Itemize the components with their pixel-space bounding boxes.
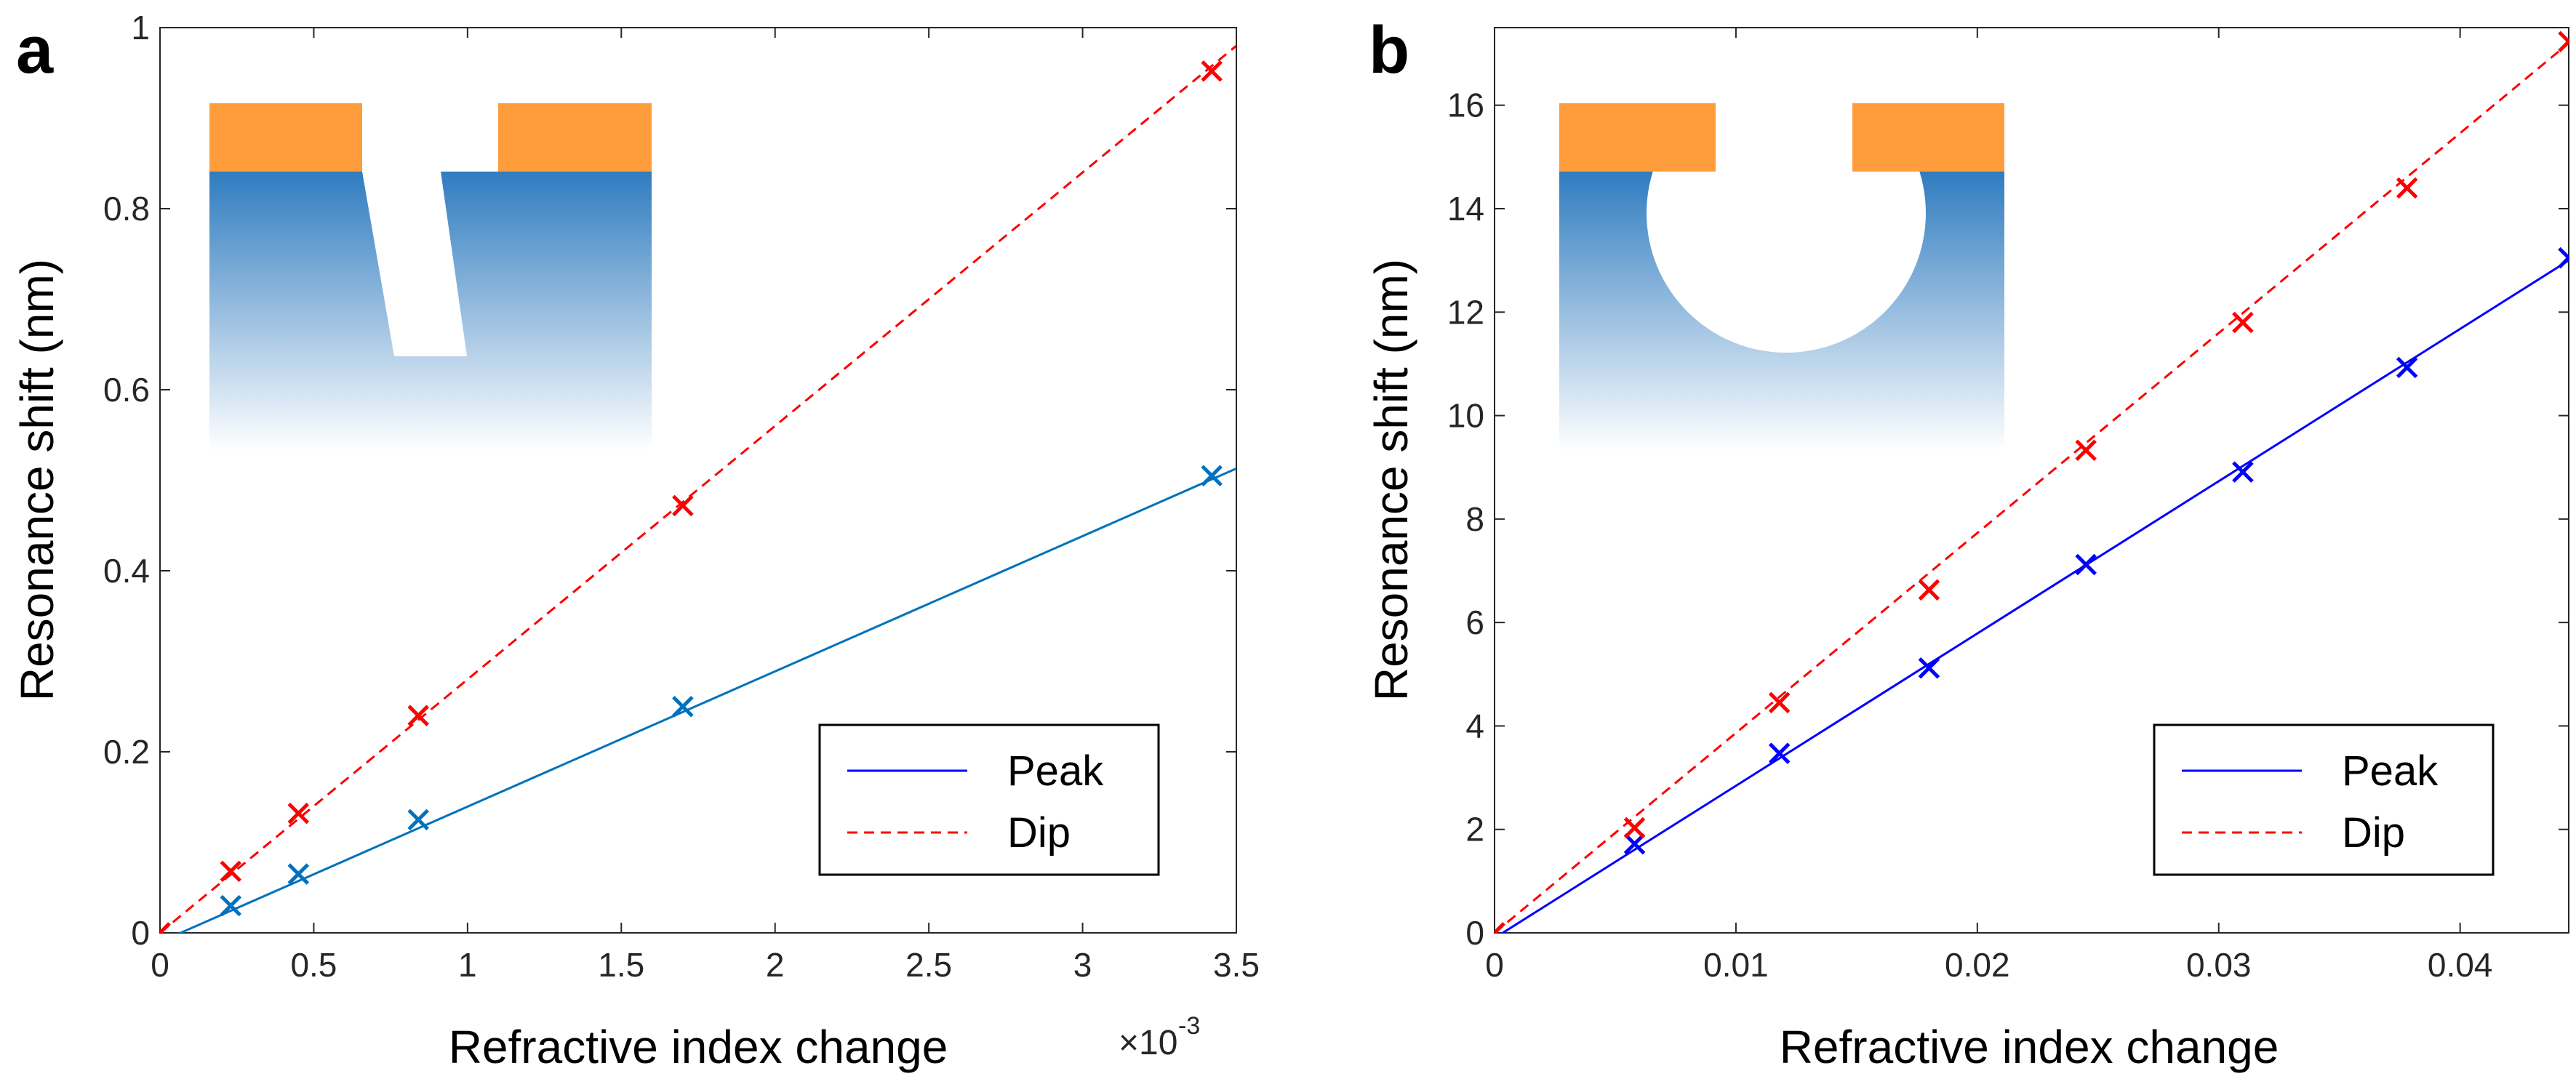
- x-tick-label-a: 1: [458, 946, 477, 984]
- peak-point-b: [2396, 356, 2418, 379]
- x-tick-label-a: 1.5: [598, 946, 644, 984]
- inset-b-gold-right: [1852, 103, 2004, 172]
- y-tick-label-a: 0.4: [103, 552, 150, 590]
- peak-point-b: [2558, 246, 2569, 269]
- dip-point-b: [1495, 922, 1505, 933]
- dip-point-a: [287, 802, 310, 825]
- inset-a-groove: [362, 172, 467, 356]
- peak-point-b: [1623, 833, 1646, 855]
- ticks-a: 0 0.5 1 1.5 2 2.5 3 3.5 0 0.2 0.4 0.6 0.8 1: [103, 9, 1260, 984]
- dip-point-a: [1201, 60, 1223, 82]
- dip-point-b: [2075, 439, 2097, 462]
- x-tick-label-a: 0: [151, 946, 169, 984]
- inset-a-gold-left: [209, 103, 362, 172]
- x-tick-label-a: 3: [1073, 946, 1092, 984]
- peak-point-a: [220, 894, 242, 917]
- y-tick-label-a: 0.2: [103, 733, 150, 771]
- x-tick-label-b: 0: [1485, 946, 1504, 984]
- x-tick-label-a: 2: [766, 946, 785, 984]
- dip-point-b: [1918, 579, 1940, 601]
- x-multiplier-a-exp: -3: [1178, 1012, 1200, 1040]
- dip-point-b: [2558, 31, 2569, 52]
- y-tick-label-b: 16: [1447, 87, 1484, 124]
- plot-area-a: [160, 44, 1236, 933]
- peak-fit-line-a: [177, 467, 1236, 933]
- x-tick-label-b: 0.03: [2186, 946, 2252, 984]
- dip-point-a: [220, 860, 242, 883]
- y-tick-label-b: 2: [1465, 811, 1484, 849]
- y-tick-label-b: 8: [1465, 500, 1484, 538]
- y-tick-label-a: 0: [131, 914, 150, 952]
- y-tick-label-b: 6: [1465, 603, 1484, 641]
- y-tick-label-a: 0.8: [103, 190, 150, 228]
- legend-a-box: [818, 723, 1160, 876]
- y-tick-label-b: 4: [1465, 707, 1484, 745]
- peak-point-a: [672, 695, 694, 718]
- inset-a-gold-right: [498, 103, 652, 172]
- plot-frame-a: [159, 27, 1237, 934]
- y-tick-label-a: 0.6: [103, 371, 150, 409]
- legend-b: Peak Dip: [2153, 723, 2495, 876]
- panel-b: b 0 0.01 0.02 0.03 0.04 0 2 4 6 8 10 12 14 16 Peak Di…: [1365, 13, 2569, 1073]
- panel-letter-b: b: [1369, 13, 1409, 87]
- legend-b-peak-label: Peak: [2342, 747, 2439, 795]
- inset-b-circular-cavity: [1559, 73, 2004, 451]
- legend-a-dip-label: Dip: [1007, 809, 1071, 857]
- x-axis-label-b: Refractive index change: [1780, 1021, 2279, 1073]
- y-tick-label-b: 10: [1447, 397, 1484, 435]
- y-axis-label-b: Resonance shift (nm): [1365, 259, 1417, 701]
- plot-area-b: [1495, 31, 2569, 933]
- panel-letter-a: a: [16, 13, 54, 87]
- inset-b-gold-left: [1559, 103, 1716, 172]
- plot-frame-b: [1494, 27, 2569, 934]
- x-tick-label-b: 0.02: [1945, 946, 2010, 984]
- x-tick-label-a: 2.5: [905, 946, 952, 984]
- dip-point-b: [2396, 177, 2418, 199]
- peak-point-a: [1201, 465, 1223, 487]
- peak-point-a: [407, 809, 429, 831]
- x-tick-label-b: 0.04: [2428, 946, 2493, 984]
- peak-point-b: [1918, 657, 1940, 679]
- inset-a-trapezoid-groove: [209, 103, 652, 451]
- dip-point-a: [160, 922, 171, 933]
- peak-point-a: [287, 863, 310, 885]
- x-tick-label-b: 0.01: [1703, 946, 1769, 984]
- peak-point-b: [2075, 553, 2097, 576]
- x-axis-label-a: Refractive index change: [449, 1021, 948, 1073]
- dip-fit-line-a: [160, 44, 1236, 933]
- dip-fit-line-b: [1495, 42, 2569, 933]
- x-tick-label-a: 0.5: [290, 946, 337, 984]
- y-tick-label-b: 14: [1447, 190, 1484, 228]
- y-tick-label-b: 12: [1447, 293, 1484, 331]
- legend-a-peak-label: Peak: [1007, 747, 1104, 795]
- peak-fit-line-b: [1500, 259, 2569, 933]
- x-tick-label-a: 3.5: [1213, 946, 1260, 984]
- y-axis-label-a: Resonance shift (nm): [11, 259, 63, 701]
- dip-point-b: [2232, 311, 2254, 334]
- y-tick-label-b: 0: [1465, 914, 1484, 952]
- legend-b-box: [2153, 723, 2495, 876]
- peak-point-b: [1768, 742, 1791, 764]
- legend-b-dip-label: Dip: [2342, 809, 2405, 857]
- panel-a: a 0 0.5 1 1.5 2 2.5 3 3.5 0 0.2 0.4 0.6 0.8 1 Peak Di…: [11, 9, 1260, 1073]
- dip-point-a: [672, 494, 694, 517]
- dip-point-b: [1768, 691, 1791, 714]
- peak-point-b: [2232, 461, 2254, 483]
- x-multiplier-a-base: ×10: [1119, 1024, 1177, 1062]
- y-tick-label-a: 1: [131, 9, 150, 47]
- x-multiplier-a: ×10 -3: [1119, 1012, 1200, 1062]
- dip-point-b: [1623, 817, 1646, 839]
- ticks-b: 0 0.01 0.02 0.03 0.04 0 2 4 6 8 10 12 14 16: [1447, 28, 2569, 984]
- dip-point-a: [407, 705, 429, 726]
- legend-a: Peak Dip: [818, 723, 1160, 876]
